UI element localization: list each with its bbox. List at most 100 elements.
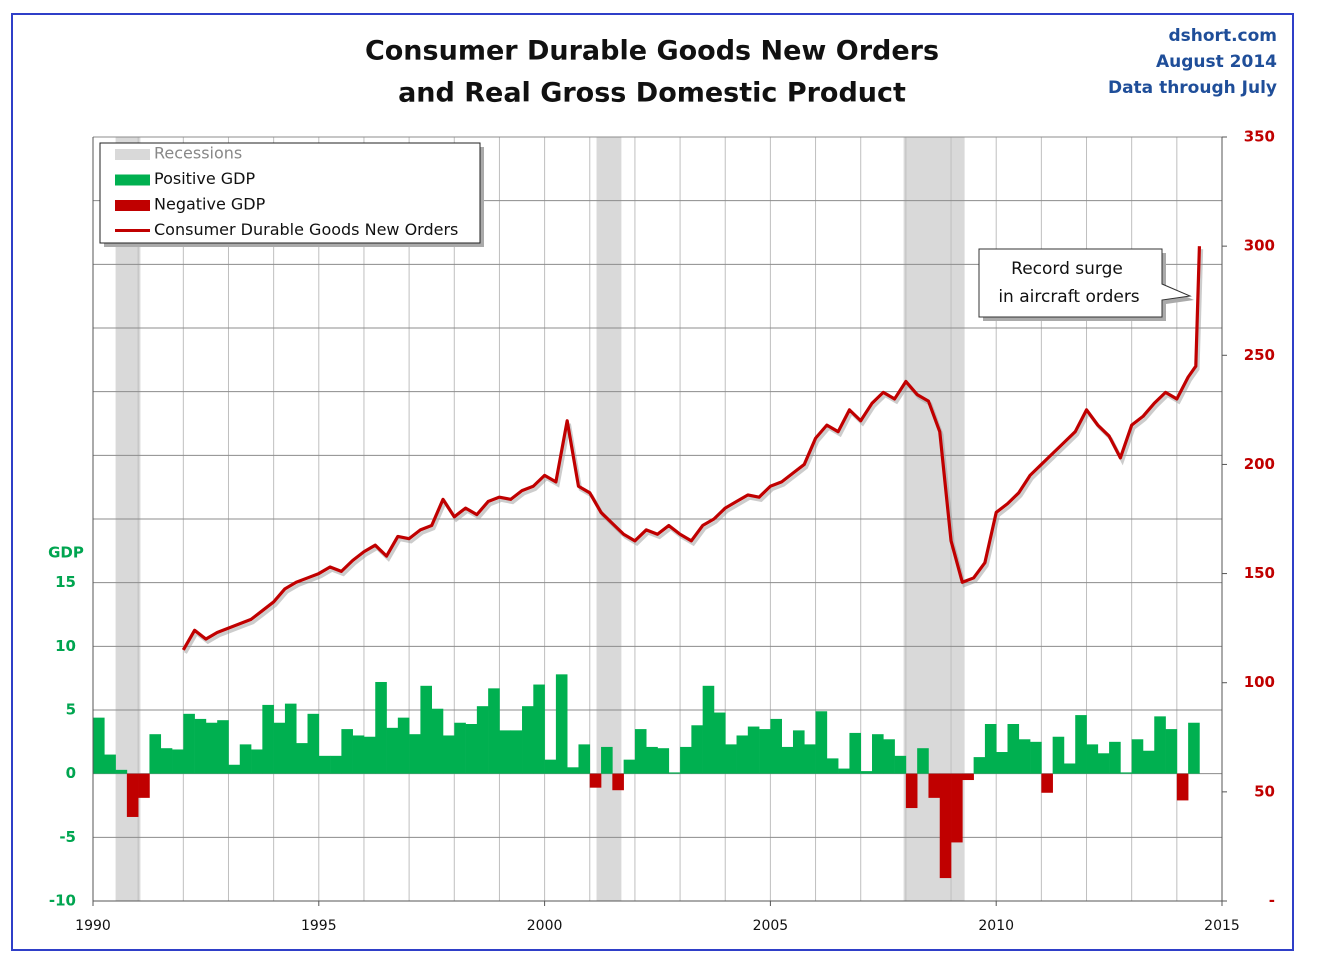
y-tick-label: 15	[55, 573, 76, 591]
gdp-positive-bar	[815, 711, 828, 774]
gdp-positive-bar	[1109, 741, 1121, 774]
gdp-positive-bar	[770, 718, 782, 774]
gdp-negative-bar	[951, 773, 963, 843]
gdp-positive-bar	[883, 739, 895, 774]
gdp-negative-bar	[939, 773, 952, 879]
gdp-positive-bar	[657, 748, 670, 774]
gdp-positive-bar	[1086, 744, 1099, 774]
x-tick-label: 2005	[753, 918, 789, 934]
gdp-negative-bar	[905, 773, 918, 809]
gdp-positive-bar	[1131, 739, 1144, 774]
y-tick-label: -5	[59, 828, 76, 846]
line-shadow	[183, 249, 1204, 654]
gdp-positive-bar	[1030, 741, 1042, 774]
source: August 2014	[1156, 52, 1277, 72]
gdp-positive-bar	[792, 730, 805, 774]
gdp-positive-bar	[93, 717, 105, 774]
gdp-positive-bar	[442, 735, 455, 774]
gdp-negative-bar	[589, 773, 602, 788]
annotation: Record surge	[1011, 259, 1123, 279]
gdp-positive-bar	[826, 758, 839, 774]
gdp-positive-bar	[623, 759, 636, 774]
gdp-positive-bar	[386, 727, 399, 774]
gdp-positive-bar	[375, 681, 387, 774]
gdp-positive-bar	[465, 724, 478, 774]
gdp-positive-bar	[533, 684, 545, 774]
gdp-positive-bar	[194, 718, 207, 774]
gdp-positive-bar	[160, 748, 173, 774]
legend-swatch	[115, 200, 150, 211]
gdp-positive-bar	[1097, 753, 1110, 774]
gdp-positive-bar	[917, 748, 929, 774]
y-tick-label: -10	[49, 892, 76, 910]
gdp-positive-bar	[984, 724, 997, 774]
chart-title: Consumer Durable Goods New Orders	[365, 36, 939, 67]
gdp-positive-bar	[680, 746, 692, 774]
gdp-positive-bar	[330, 755, 342, 774]
x-tick-label: 1995	[301, 918, 337, 934]
gdp-positive-bar	[1075, 715, 1087, 774]
gdp-positive-bar	[668, 772, 681, 774]
gdp-negative-bar	[1176, 773, 1189, 801]
gdp-negative-bar	[928, 773, 941, 798]
gdp-positive-bar	[318, 755, 331, 774]
gdp-positive-bar	[1007, 724, 1020, 774]
gdp-positive-bar	[510, 730, 523, 774]
gdp-positive-bar	[578, 744, 591, 774]
gdp-positive-bar	[476, 706, 489, 774]
gdp-positive-bar	[420, 685, 432, 774]
gdp-positive-bar	[1165, 729, 1178, 774]
gdp-negative-bar	[1041, 773, 1053, 793]
gdp-positive-bar	[262, 704, 274, 774]
gdp-positive-bar	[251, 749, 263, 774]
gdp-positive-bar	[104, 754, 116, 774]
gdp-positive-bar	[1142, 750, 1155, 774]
gdp-negative-bar	[138, 773, 150, 798]
gdp-positive-bar	[183, 713, 195, 774]
gdp-positive-bar	[725, 744, 737, 774]
gdp-negative-bar	[962, 773, 974, 781]
source: Data through July	[1108, 78, 1277, 98]
y2-tick-label: 300	[1244, 237, 1275, 255]
gdp-positive-bar	[872, 734, 884, 774]
gdp-positive-bar	[646, 746, 658, 774]
y-axis-label: GDP	[48, 544, 84, 562]
gdp-positive-bar	[352, 735, 365, 774]
y2-tick-label: 250	[1244, 346, 1275, 364]
source: dshort.com	[1168, 26, 1277, 46]
gdp-positive-bar	[555, 674, 568, 774]
gdp-positive-bar	[804, 744, 816, 774]
gdp-positive-bar	[1063, 763, 1076, 774]
x-tick-label: 2010	[978, 918, 1014, 934]
y-tick-label: 5	[66, 701, 76, 719]
legend-swatch	[115, 174, 150, 186]
gdp-positive-bar	[205, 722, 218, 774]
gdp-positive-bar	[973, 757, 986, 774]
gdp-positive-bar	[838, 768, 850, 774]
gdp-positive-bar	[172, 749, 184, 774]
x-tick-label: 2000	[527, 918, 563, 934]
gdp-positive-bar	[522, 706, 534, 774]
chart-title: and Real Gross Domestic Product	[398, 78, 906, 109]
gdp-positive-bar	[634, 729, 647, 774]
legend-label: Negative GDP	[154, 195, 266, 214]
y2-tick-label: 150	[1244, 564, 1275, 582]
gdp-positive-bar	[499, 730, 512, 774]
x-tick-label: 1990	[75, 918, 111, 934]
gdp-positive-bar	[781, 746, 794, 774]
legend-label: Recessions	[154, 144, 242, 163]
gdp-negative-bar	[612, 773, 624, 791]
gdp-positive-bar	[397, 717, 410, 774]
gdp-positive-bar	[849, 732, 862, 774]
gdp-positive-bar	[307, 713, 320, 774]
gdp-positive-bar	[544, 759, 557, 774]
annotation: in aircraft orders	[998, 287, 1139, 307]
y2-tick-label: 100	[1244, 673, 1275, 691]
gdp-positive-bar	[239, 744, 252, 774]
gdp-positive-bar	[454, 722, 466, 774]
legend-label: Positive GDP	[154, 169, 255, 188]
y2-tick-label: 200	[1244, 455, 1275, 473]
y2-tick-label: 50	[1254, 782, 1275, 800]
gdp-positive-bar	[691, 725, 703, 774]
